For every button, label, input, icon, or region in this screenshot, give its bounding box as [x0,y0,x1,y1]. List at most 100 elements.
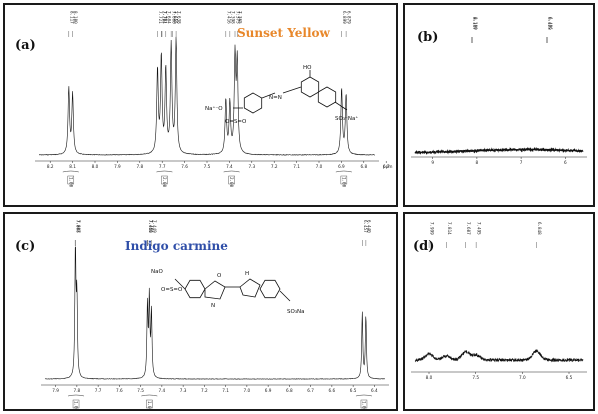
integral-bracket [156,170,173,173]
peak-label: 6.457 [363,220,368,233]
azo-bond-1 [261,92,276,99]
x-tick-label: 8.2 [47,164,54,169]
structure-sunset-yellow: HO Na⁺⁻O O=S=O N=N SO₃⁻Na⁺ [205,65,358,125]
peak-label: 7.468 [148,220,153,233]
x-tick-label: 7 [520,160,523,165]
x-tick-label: 7.2 [271,164,278,169]
peak-label: 7.684 [166,11,171,24]
panel-a: (a) Sunset Yellow 8.117 8.100 7.721 7.704 7.70… [3,3,398,207]
integral-box [340,175,348,185]
x-tick-label: 7.1 [293,164,300,169]
x-tick-label: 6.9 [338,164,345,169]
integral-value: 1.00 [147,401,152,409]
chem-label: O=S=O [225,119,247,125]
x-tick-label: 7.9 [52,388,59,393]
integral-box [228,175,235,185]
chem-label: O=S=O [161,287,183,293]
integral-box [360,399,368,409]
x-tick-label: 6.8 [286,388,293,393]
peak-label: 7.375 [236,11,241,24]
integral-bracket [67,394,85,397]
x-tick-label: 7.8 [74,388,81,393]
chem-label: N=N [269,95,282,101]
integral-box [72,399,80,409]
x-tick-label: 8.0 [92,164,99,169]
x-tick-label: 7.4 [159,388,166,393]
peak-label: 8.117 [69,11,74,24]
peak-label: 7.655 [173,11,178,24]
peak-label: 6.406 [548,17,553,30]
integral-bracket [223,170,240,173]
peak-label: 7.365 [238,11,243,24]
peak-label: 7.660 [172,11,177,24]
peak-label: 6.848 [537,222,542,235]
so3-bond-a [174,278,186,290]
peak-label: 7.466 [148,220,153,233]
integral-value: 1.00 [341,177,346,188]
peak-label: 7.814 [447,222,452,235]
peak-label: 7.807 [76,220,81,233]
structure-indigo-carmine: NaO O=S=O H N O SO₃Na [151,269,305,315]
panel-d: (d) 7.999 7.814 7.607 7.495 6.848 8.0 7.5 7.0 6.5 [403,212,595,411]
integral-box [146,399,153,409]
benzene-ring [184,279,206,299]
spectrum-line [414,349,584,363]
panel-label: (c) [15,239,35,254]
peak-label: 7.721 [158,11,163,24]
integral-box [161,175,168,185]
pyrrole-ring [239,278,261,298]
peak-label: 6.879 [347,11,352,24]
x-tick-label: 6.7 [307,388,314,393]
x-tick-label: 7.0 [316,164,323,169]
x-tick-label: 7.7 [159,164,166,169]
x-tick-label: 7.6 [116,388,123,393]
panel-label: (d) [413,239,434,254]
x-tick-label: 7.0 [519,375,526,380]
peak-label: 8.117 [472,17,477,30]
panel-label: (a) [15,38,36,53]
chem-label: HO [303,65,312,71]
x-unit: ppm [383,164,392,169]
integral-value: 2.00 [229,177,234,188]
peak-label: 7.398 [230,11,235,24]
x-tick-label: 7.8 [136,164,143,169]
x-tick-label: 6 [564,160,567,165]
x-tick-label: 6.8 [360,164,367,169]
peak-label: 7.701 [162,11,167,24]
chem-label: Na⁺⁻O [205,105,223,112]
x-tick-label: 7.0 [244,388,251,393]
benzene-ring [243,92,263,114]
x-tick-label: 7.1 [222,388,229,393]
peak-label: 7.704 [162,11,167,24]
chart-title: Indigo carmine [125,239,228,253]
chem-label: SO₃Na [287,309,305,315]
x-tick-label: 8 [476,160,479,165]
peak-label: 8.100 [73,11,78,24]
peak-label: 7.416 [226,11,231,24]
x-tick-label: 7.3 [248,164,255,169]
x-tick-label: 6.7 [383,164,390,169]
chart-title: Sunset Yellow [237,26,331,40]
x-tick-label: 6.5 [350,388,357,393]
x-tick-label: 8.0 [426,375,433,380]
integral-bracket [141,394,158,397]
x-tick-label: 7.6 [181,164,188,169]
azo-bond-2 [282,86,302,94]
benzene-ring [259,279,281,299]
integral-value: 2.00 [162,177,167,188]
chem-label: NaO [151,269,163,275]
integral-bracket [355,394,373,397]
peak-label: 7.808 [76,220,81,233]
x-tick-label: 9 [431,160,434,165]
peak-label: 7.495 [477,222,482,235]
peak-label: 7.607 [466,222,471,235]
spectrum-d: (d) 7.999 7.814 7.607 7.495 6.848 8.0 7.5 7.0 6.5 [411,222,587,380]
x-tick-label: 7.5 [204,164,211,169]
naphthalene-ring-1 [300,76,320,98]
x-tick-label: 6.9 [265,388,272,393]
x-tick-label: 7.3 [180,388,187,393]
x-tick-label: 7.2 [201,388,208,393]
spectrum-line [38,36,376,156]
